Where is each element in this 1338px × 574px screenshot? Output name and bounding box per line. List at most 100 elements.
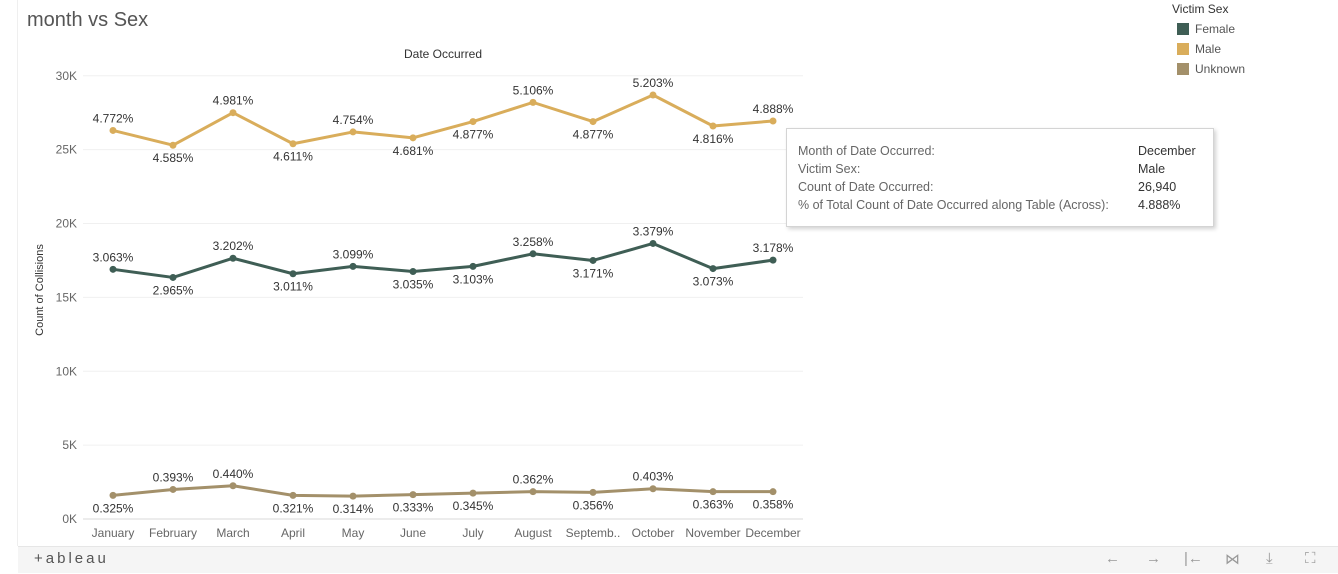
series-line-male: [112, 93, 774, 147]
series-line-female: [112, 241, 774, 279]
legend-title: Victim Sex: [1172, 2, 1229, 16]
data-point-unknown: [469, 489, 477, 497]
data-label-female: 3.063%: [93, 250, 134, 264]
tableau-logo[interactable]: +ableau: [34, 550, 109, 567]
x-tick-label: May: [342, 526, 365, 540]
chart-header: Date Occurred: [404, 47, 482, 61]
x-tick-label: July: [462, 526, 483, 540]
data-point-male: [709, 122, 717, 130]
y-tick-label: 25K: [56, 143, 77, 157]
data-point-female: [409, 268, 417, 276]
tooltip-row-sex: Victim Sex: Male: [798, 160, 1165, 178]
data-label-unknown: 0.403%: [633, 470, 674, 484]
x-tick-label: August: [514, 526, 552, 540]
tooltip: Month of Date Occurred: December Victim …: [786, 128, 1214, 227]
line-chart: Date Occurred Count of Collisions 0K 5K 10K 1…: [34, 47, 803, 540]
x-tick-label: February: [149, 526, 197, 540]
data-label-female: 3.035%: [393, 278, 434, 292]
data-point-male: [769, 117, 777, 125]
data-point-female: [709, 265, 717, 273]
data-label-female: 3.103%: [453, 272, 494, 286]
data-label-unknown: 0.362%: [513, 473, 554, 487]
data-point-male: [529, 98, 537, 106]
data-label-male: 4.611%: [273, 150, 313, 164]
x-tick-label: June: [400, 526, 426, 540]
data-label-unknown: 0.393%: [153, 470, 194, 484]
data-label-unknown: 0.440%: [213, 467, 254, 481]
data-label-female: 2.965%: [153, 283, 194, 297]
data-point-male: [409, 134, 417, 142]
data-label-unknown: 0.358%: [753, 498, 794, 512]
tooltip-value: 26,940: [1138, 180, 1177, 194]
legend-label-male: Male: [1195, 42, 1222, 56]
data-point-female: [229, 254, 237, 262]
data-label-male: 4.877%: [573, 128, 614, 142]
tooltip-row-percent: % of Total Count of Date Occurred along …: [798, 196, 1180, 214]
tooltip-row-count: Count of Date Occurred: 26,940: [798, 178, 1176, 196]
fullscreen-button[interactable]: ⛶: [1305, 550, 1316, 567]
data-label-male: 4.981%: [213, 94, 254, 108]
data-point-male: [229, 109, 237, 117]
data-label-male: 4.754%: [333, 113, 374, 127]
data-point-female: [289, 270, 297, 278]
x-tick-label: October: [632, 526, 675, 540]
download-button[interactable]: ⤓: [1266, 550, 1273, 567]
data-point-female: [349, 262, 357, 270]
data-point-male: [109, 126, 117, 134]
data-label-female: 3.379%: [633, 224, 674, 238]
data-label-male: 4.877%: [453, 128, 494, 142]
data-point-female: [529, 250, 537, 258]
viz-toolbar: +ableau ← → |← ⋈ ⤓ ⛶: [18, 546, 1338, 573]
data-point-unknown: [409, 491, 417, 499]
data-label-female: 3.073%: [693, 275, 734, 289]
redo-button[interactable]: →: [1146, 550, 1161, 567]
legend-label-unknown: Unknown: [1195, 62, 1246, 76]
pane-border: [17, 0, 18, 546]
data-point-unknown: [529, 488, 537, 496]
data-label-unknown: 0.314%: [333, 502, 374, 516]
data-point-unknown: [289, 491, 297, 499]
legend-item-unknown[interactable]: Unknown: [1172, 59, 1245, 79]
data-point-unknown: [769, 488, 777, 496]
data-point-unknown: [169, 485, 177, 493]
tooltip-row-month: Month of Date Occurred: December: [798, 142, 1196, 160]
legend-label-female: Female: [1195, 22, 1236, 36]
data-label-unknown: 0.345%: [453, 499, 494, 513]
tooltip-key: Victim Sex:: [798, 162, 861, 176]
data-label-male: 4.585%: [153, 151, 194, 165]
data-point-female: [169, 273, 177, 281]
data-label-female: 3.171%: [573, 266, 614, 280]
share-button[interactable]: ⋈: [1225, 551, 1240, 568]
tooltip-value: December: [1138, 144, 1196, 158]
series-line-unknown: [112, 484, 773, 498]
data-point-male: [289, 140, 297, 148]
legend-item-female[interactable]: Female: [1172, 19, 1245, 39]
data-label-male: 5.203%: [633, 76, 674, 90]
data-point-unknown: [649, 485, 657, 493]
legend-swatch-male: [1177, 43, 1189, 55]
data-label-female: 3.202%: [213, 239, 254, 253]
y-axis-label: Count of Collisions: [34, 244, 46, 336]
x-tick-label: December: [745, 526, 800, 540]
data-label-unknown: 0.363%: [693, 498, 734, 512]
data-point-unknown: [109, 491, 117, 499]
data-label-male: 5.106%: [513, 83, 554, 97]
data-label-unknown: 0.356%: [573, 498, 614, 512]
data-label-female: 3.099%: [333, 247, 374, 261]
y-tick-label: 20K: [56, 217, 77, 231]
data-point-male: [349, 128, 357, 136]
data-point-female: [109, 265, 117, 273]
data-point-female: [769, 256, 777, 264]
sheet-title: month vs Sex: [27, 9, 149, 31]
undo-button[interactable]: ←: [1105, 550, 1120, 567]
data-label-unknown: 0.325%: [93, 501, 134, 515]
data-label-female: 3.011%: [273, 280, 313, 294]
y-tick-label: 0K: [62, 512, 77, 526]
legend-item-male[interactable]: Male: [1172, 39, 1245, 59]
tooltip-key: Month of Date Occurred:: [798, 144, 935, 158]
legend: Victim Sex Female Male Unknown: [1172, 2, 1245, 79]
revert-button[interactable]: |←: [1184, 550, 1203, 567]
legend-swatch-unknown: [1177, 63, 1189, 75]
tooltip-value: Male: [1138, 162, 1166, 176]
